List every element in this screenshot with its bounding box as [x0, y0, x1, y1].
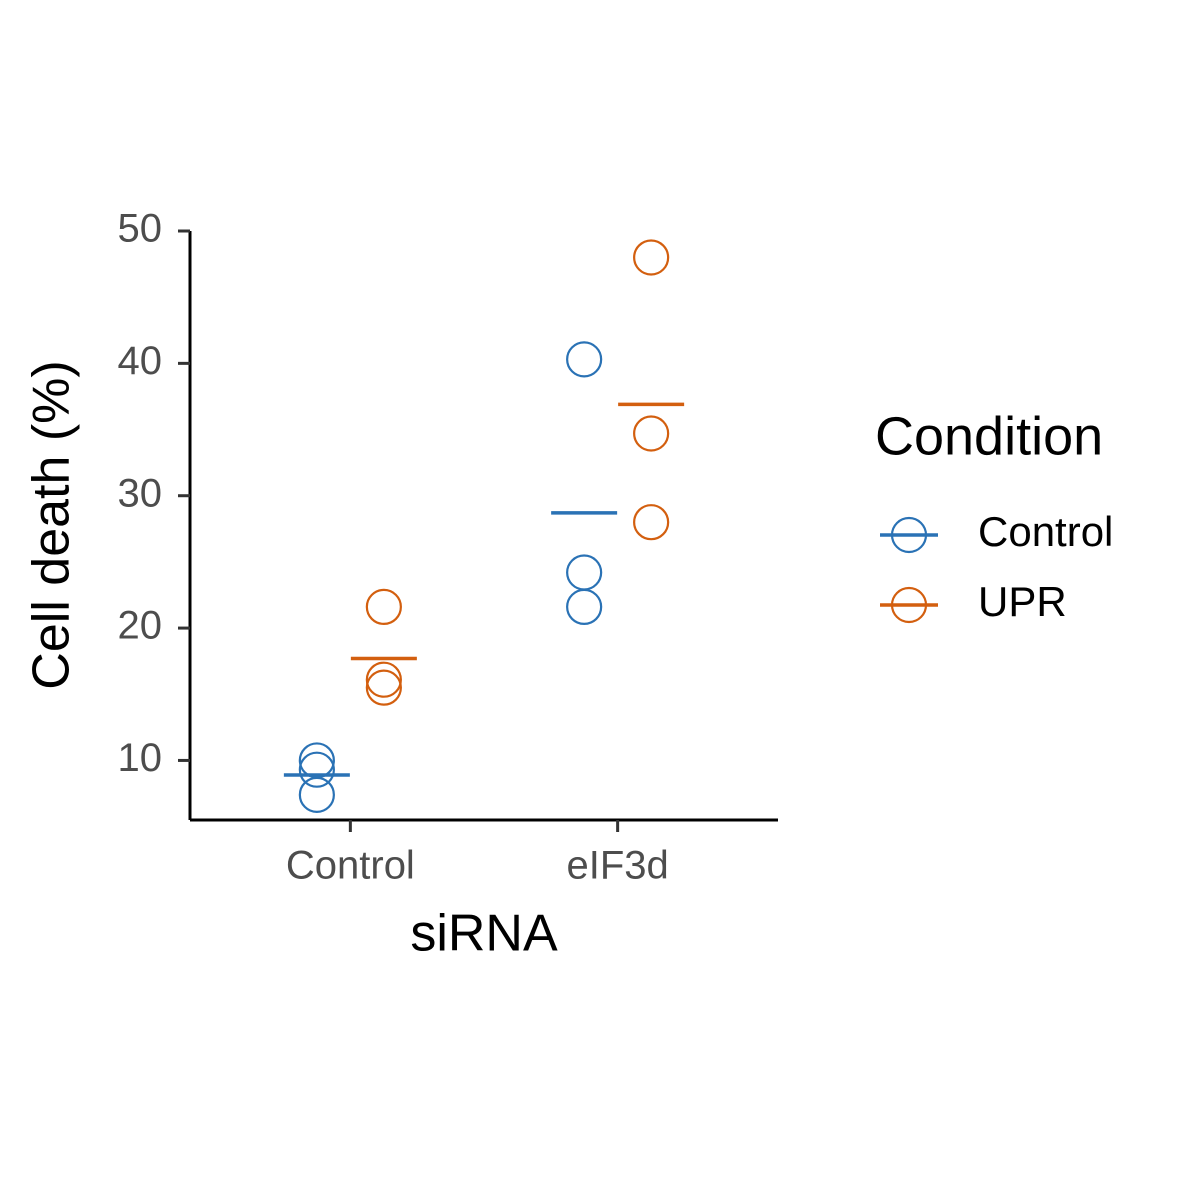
- point: [633, 504, 670, 541]
- y-tick-label: 10: [118, 736, 163, 780]
- y-tick-label: 20: [118, 604, 163, 648]
- x-tick-label: eIF3d: [566, 844, 668, 888]
- legend-label: Control: [978, 508, 1113, 555]
- point: [365, 588, 402, 626]
- point: [365, 661, 402, 698]
- point: [298, 776, 335, 813]
- point: [365, 669, 402, 706]
- y-tick-label: 40: [118, 339, 163, 383]
- y-tick-label: 50: [118, 207, 163, 251]
- point: [633, 239, 670, 276]
- legend-key-point: [890, 586, 928, 624]
- y-axis-label: Cell death (%): [23, 360, 81, 689]
- y-tick-label: 30: [118, 471, 163, 515]
- point: [566, 341, 603, 378]
- legend-title: Condition: [875, 406, 1103, 466]
- point: [298, 742, 335, 779]
- legend-key-point: [890, 516, 928, 554]
- point: [298, 751, 335, 788]
- point: [633, 415, 670, 452]
- legend-label: UPR: [978, 578, 1067, 625]
- point: [566, 588, 603, 626]
- point: [566, 554, 603, 591]
- x-tick-label: Control: [286, 844, 415, 888]
- x-axis-label: siRNA: [410, 905, 558, 963]
